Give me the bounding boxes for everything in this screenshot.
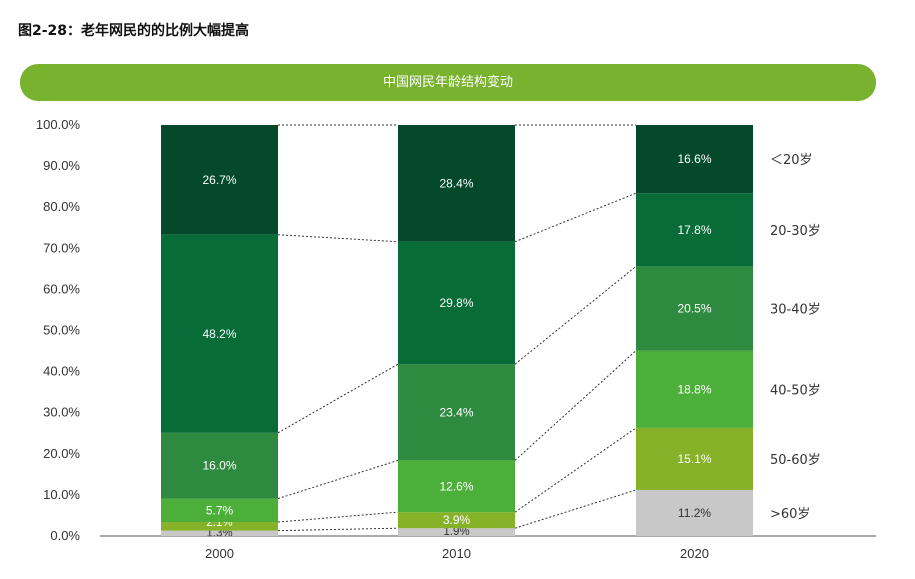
- bar-segment: [161, 498, 278, 523]
- data-label: 1.9%: [443, 526, 469, 538]
- bar-segment: [636, 350, 753, 428]
- y-tick-label: 70.0%: [43, 240, 80, 255]
- data-label: 26.7%: [202, 173, 236, 187]
- x-tick-label: 2020: [680, 546, 709, 561]
- x-tick-label: 2010: [442, 546, 471, 561]
- y-tick-label: 60.0%: [43, 281, 80, 296]
- bar-segment: [161, 125, 278, 235]
- connector-line: [277, 234, 399, 243]
- bar-segment: [398, 528, 515, 536]
- bar-segment: [398, 460, 515, 513]
- data-label: 29.8%: [439, 296, 473, 310]
- connector-line: [277, 363, 399, 434]
- bar-segment: [636, 427, 753, 490]
- y-tick-label: 50.0%: [43, 323, 80, 338]
- x-tick-label: 2000: [205, 546, 234, 561]
- connector-line: [514, 265, 637, 365]
- chart-title-banner: 中国网民年龄结构变动: [20, 64, 876, 101]
- connector-line: [277, 459, 399, 500]
- legend-item: 50-60岁: [770, 453, 821, 468]
- figure-title: 图2-28：老年网民的的比例大幅提高: [18, 23, 250, 39]
- bar-segment: [636, 125, 753, 194]
- connector-line: [277, 511, 399, 523]
- bar-segment: [398, 364, 515, 461]
- y-tick-label: 90.0%: [43, 158, 80, 173]
- legend-item: >60岁: [770, 507, 810, 522]
- y-tick-label: 0.0%: [50, 528, 80, 543]
- y-tick-label: 80.0%: [43, 199, 80, 214]
- y-tick-label: 10.0%: [43, 487, 80, 502]
- connector-line: [514, 350, 637, 461]
- bar-segment: [398, 241, 515, 365]
- connector-line: [514, 192, 637, 243]
- data-label: 3.9%: [443, 513, 471, 527]
- data-label: 18.8%: [677, 382, 711, 396]
- y-tick-label: 20.0%: [43, 446, 80, 461]
- connector-line: [514, 489, 637, 529]
- connector-line: [514, 427, 637, 513]
- data-label: 17.8%: [677, 223, 711, 237]
- data-label: 12.6%: [439, 479, 473, 493]
- data-label: 16.0%: [202, 459, 236, 473]
- legend-item: ＜20岁: [770, 153, 813, 168]
- y-tick-label: 100.0%: [36, 117, 81, 132]
- bar-segment: [161, 530, 278, 536]
- data-label: 20.5%: [677, 302, 711, 316]
- y-tick-label: 30.0%: [43, 405, 80, 420]
- bar-segment: [161, 234, 278, 433]
- data-label: 5.7%: [206, 503, 234, 517]
- bar-segment: [636, 266, 753, 351]
- bar-segment: [161, 522, 278, 531]
- legend-item: 40-50岁: [770, 383, 821, 398]
- data-label: 16.6%: [677, 152, 711, 166]
- bar-segment: [398, 125, 515, 242]
- connector-line: [277, 527, 399, 532]
- legend-item: 30-40岁: [770, 303, 821, 318]
- bar-segment: [161, 432, 278, 499]
- data-label: 15.1%: [677, 452, 711, 466]
- data-label: 23.4%: [439, 405, 473, 419]
- legend-item: 20-30岁: [770, 224, 821, 239]
- bar-segment: [636, 193, 753, 267]
- y-tick-label: 40.0%: [43, 364, 80, 379]
- data-label: 48.2%: [202, 327, 236, 341]
- bar-segment: [636, 489, 753, 536]
- data-label: 28.4%: [439, 176, 473, 190]
- data-label: 11.2%: [678, 506, 711, 520]
- bar-segment: [398, 512, 515, 529]
